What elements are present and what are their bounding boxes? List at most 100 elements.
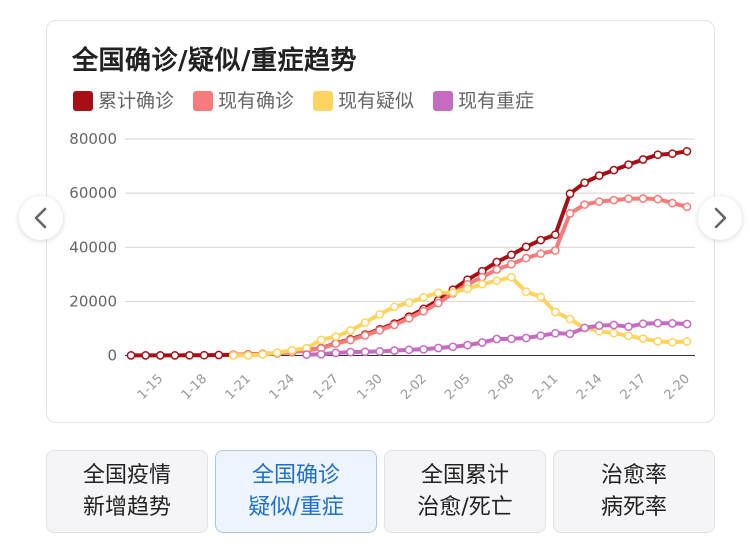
data-point[interactable]: [492, 334, 502, 344]
data-point[interactable]: [521, 287, 531, 297]
data-point[interactable]: [360, 347, 370, 357]
data-point[interactable]: [448, 342, 458, 352]
data-point[interactable]: [536, 292, 546, 302]
legend-item-current-confirmed[interactable]: 现有确诊: [193, 90, 294, 112]
data-point[interactable]: [141, 351, 150, 360]
data-point[interactable]: [536, 249, 546, 259]
data-point[interactable]: [565, 209, 575, 218]
data-point[interactable]: [550, 307, 560, 317]
data-point[interactable]: [390, 346, 399, 355]
data-point[interactable]: [258, 350, 268, 359]
data-point[interactable]: [668, 149, 677, 159]
data-point[interactable]: [492, 257, 502, 267]
data-point[interactable]: [316, 349, 326, 359]
data-point[interactable]: [463, 340, 472, 350]
tab-national-new-trend[interactable]: 全国疫情 新增趋势: [46, 450, 208, 533]
data-point[interactable]: [448, 288, 458, 297]
data-point[interactable]: [536, 331, 546, 341]
data-point[interactable]: [346, 335, 355, 345]
data-point[interactable]: [477, 338, 487, 347]
data-point[interactable]: [521, 242, 531, 252]
data-point[interactable]: [507, 259, 516, 269]
data-point[interactable]: [463, 284, 472, 294]
data-point[interactable]: [565, 329, 575, 339]
data-point[interactable]: [653, 336, 663, 346]
data-point[interactable]: [346, 347, 355, 357]
data-point[interactable]: [594, 197, 604, 206]
data-point[interactable]: [653, 194, 663, 204]
data-point[interactable]: [360, 331, 370, 340]
legend-item-current-suspected[interactable]: 现有疑似: [313, 90, 414, 112]
data-point[interactable]: [609, 165, 619, 175]
data-point[interactable]: [638, 319, 648, 329]
data-point[interactable]: [390, 302, 399, 312]
data-point[interactable]: [609, 328, 619, 338]
data-point[interactable]: [433, 298, 443, 308]
data-point[interactable]: [433, 288, 443, 298]
data-point[interactable]: [507, 250, 516, 260]
data-point[interactable]: [492, 276, 502, 286]
data-point[interactable]: [375, 309, 385, 319]
legend-item-cumulative-confirmed[interactable]: 累计确诊: [73, 90, 174, 112]
data-point[interactable]: [682, 202, 692, 212]
data-point[interactable]: [316, 335, 326, 345]
data-point[interactable]: [624, 322, 633, 332]
data-point[interactable]: [419, 306, 428, 316]
data-point[interactable]: [272, 348, 282, 357]
data-point[interactable]: [565, 189, 575, 199]
data-point[interactable]: [419, 344, 428, 354]
data-point[interactable]: [507, 334, 516, 344]
data-point[interactable]: [155, 351, 165, 360]
data-point[interactable]: [550, 246, 560, 255]
data-point[interactable]: [199, 350, 209, 360]
data-point[interactable]: [668, 337, 677, 347]
data-point[interactable]: [331, 332, 341, 341]
data-point[interactable]: [682, 337, 692, 346]
tab-cure-fatality-rate[interactable]: 治愈率 病死率: [553, 450, 715, 533]
data-point[interactable]: [638, 194, 648, 203]
data-point[interactable]: [536, 235, 546, 245]
tab-confirmed-suspected-severe[interactable]: 全国确诊 疑似/重症: [215, 450, 377, 533]
data-point[interactable]: [375, 347, 385, 356]
data-point[interactable]: [346, 326, 355, 335]
data-point[interactable]: [331, 339, 341, 349]
data-point[interactable]: [492, 265, 502, 274]
data-point[interactable]: [682, 146, 692, 156]
data-point[interactable]: [390, 320, 399, 330]
legend-item-current-severe[interactable]: 现有重症: [433, 90, 534, 112]
data-point[interactable]: [550, 328, 560, 338]
data-point[interactable]: [170, 351, 180, 360]
data-point[interactable]: [229, 351, 238, 360]
data-point[interactable]: [609, 195, 619, 205]
data-point[interactable]: [433, 343, 443, 353]
data-point[interactable]: [404, 313, 414, 323]
data-point[interactable]: [404, 298, 414, 307]
data-point[interactable]: [521, 253, 531, 263]
data-point[interactable]: [668, 319, 677, 328]
data-point[interactable]: [126, 351, 136, 360]
data-point[interactable]: [404, 345, 414, 355]
data-point[interactable]: [214, 350, 224, 360]
data-point[interactable]: [185, 350, 194, 360]
data-point[interactable]: [594, 321, 604, 330]
data-point[interactable]: [243, 351, 253, 360]
data-point[interactable]: [419, 292, 428, 302]
prev-chart-button[interactable]: [19, 196, 63, 240]
data-point[interactable]: [550, 230, 560, 240]
data-point[interactable]: [653, 318, 663, 328]
data-point[interactable]: [638, 155, 648, 164]
next-chart-button[interactable]: [698, 196, 742, 240]
data-point[interactable]: [653, 150, 663, 160]
data-point[interactable]: [507, 272, 516, 282]
data-point[interactable]: [477, 279, 487, 289]
data-point[interactable]: [375, 325, 385, 335]
data-point[interactable]: [287, 345, 297, 355]
data-point[interactable]: [609, 320, 619, 330]
data-point[interactable]: [302, 350, 311, 359]
data-point[interactable]: [331, 348, 341, 358]
data-point[interactable]: [580, 200, 589, 209]
data-point[interactable]: [594, 171, 604, 180]
data-point[interactable]: [565, 314, 575, 324]
data-point[interactable]: [624, 194, 633, 204]
data-point[interactable]: [624, 331, 633, 341]
